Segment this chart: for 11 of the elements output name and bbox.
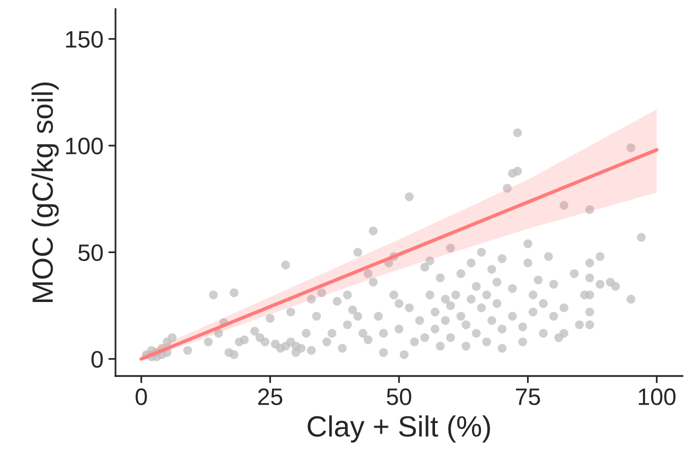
x-tick-label: 50 [386, 388, 412, 406]
x-tick-label: 100 [638, 388, 676, 406]
y-axis-title: MOC (gC/kg soil) [32, 82, 59, 302]
y-tick-label: 150 [66, 30, 103, 48]
x-axis-title: Clay + Silt (%) [308, 415, 490, 443]
x-tick-label: 25 [258, 388, 282, 406]
x-tick-label: 0 [136, 388, 147, 406]
y-tick-label: 100 [66, 138, 103, 154]
x-tick-label: 75 [516, 388, 540, 406]
y-tick-label: 50 [78, 244, 103, 262]
y-tick-label: 0 [91, 350, 103, 368]
